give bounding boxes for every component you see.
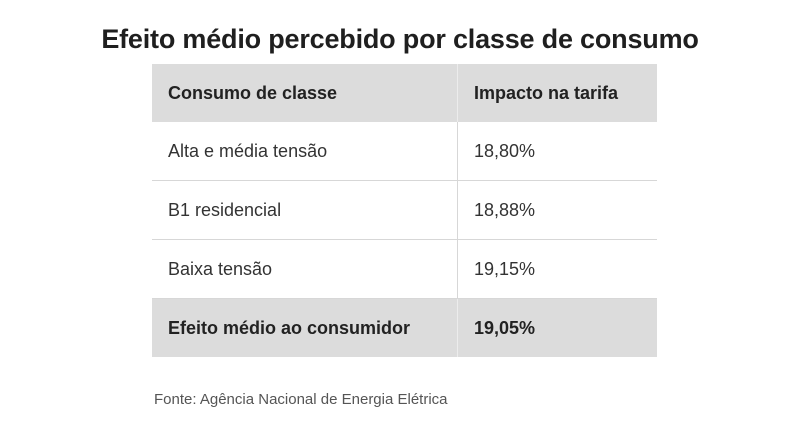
table-header: Consumo de classe Impacto na tarifa	[152, 64, 657, 122]
tariff-impact-table: Consumo de classe Impacto na tarifa Alta…	[152, 64, 657, 357]
cell-class: B1 residencial	[152, 180, 458, 240]
cell-class: Alta e média tensão	[152, 122, 458, 181]
cell-impact: 19,15%	[457, 239, 657, 299]
table-row: Baixa tensão 19,15%	[152, 239, 657, 299]
cell-impact: 18,88%	[457, 180, 657, 240]
chart-title: Efeito médio percebido por classe de con…	[101, 24, 699, 54]
summary-row: Efeito médio ao consumidor 19,05%	[152, 298, 657, 357]
table-row: B1 residencial 18,88%	[152, 180, 657, 240]
table-body: Alta e média tensão 18,80% B1 residencia…	[152, 122, 657, 299]
source-note: Fonte: Agência Nacional de Energia Elétr…	[154, 391, 448, 408]
column-header-impact: Impacto na tarifa	[457, 64, 657, 122]
header-row: Consumo de classe Impacto na tarifa	[152, 64, 657, 122]
summary-label: Efeito médio ao consumidor	[152, 298, 458, 357]
summary-value: 19,05%	[457, 298, 657, 357]
table-row: Alta e média tensão 18,80%	[152, 122, 657, 181]
column-header-class: Consumo de classe	[152, 64, 458, 122]
cell-class: Baixa tensão	[152, 239, 458, 299]
table-summary: Efeito médio ao consumidor 19,05%	[152, 298, 657, 357]
cell-impact: 18,80%	[457, 122, 657, 181]
